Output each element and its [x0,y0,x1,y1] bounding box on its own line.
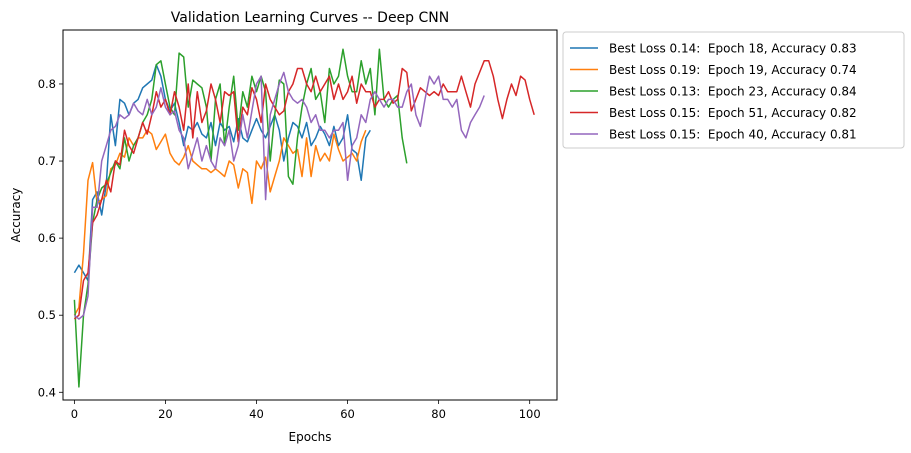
y-tick-label: 0.4 [38,385,56,399]
series-line-4 [73,60,535,320]
x-axis-ticks: 0 20 40 60 80 100 [71,400,541,421]
plot-area-frame [62,29,558,401]
legend-label-2: Best Loss 0.19: Epoch 19, Accuracy 0.74 [609,63,857,77]
x-tick-label: 100 [519,407,541,421]
series-layer [73,48,535,388]
x-tick-label: 20 [158,407,173,421]
legend-label-3: Best Loss 0.13: Epoch 23, Accuracy 0.84 [609,85,857,99]
x-tick-label: 80 [431,407,446,421]
legend-label-1: Best Loss 0.14: Epoch 18, Accuracy 0.83 [609,42,857,56]
legend-label-4: Best Loss 0.15: Epoch 51, Accuracy 0.82 [609,106,857,120]
y-axis-ticks: 0.4 0.5 0.6 0.7 0.8 [38,77,63,399]
series-line-1 [73,63,371,282]
x-tick-label: 40 [249,407,264,421]
x-tick-label: 60 [340,407,355,421]
legend-box [562,31,905,149]
y-tick-label: 0.7 [38,154,56,168]
series-line-2 [73,129,367,316]
series-line-3 [73,48,408,388]
chart-legend: Best Loss 0.14: Epoch 18, Accuracy 0.83 B… [562,31,905,149]
y-tick-label: 0.6 [38,231,56,245]
y-tick-label: 0.5 [38,308,56,322]
x-axis-label: Epochs [289,430,332,444]
x-tick-label: 0 [71,407,78,421]
chart-title: Validation Learning Curves -- Deep CNN [171,10,449,26]
y-axis-label: Accuracy [9,188,23,243]
y-tick-label: 0.8 [38,77,56,91]
legend-label-5: Best Loss 0.15: Epoch 40, Accuracy 0.81 [609,128,857,142]
series-line-5 [73,71,485,320]
